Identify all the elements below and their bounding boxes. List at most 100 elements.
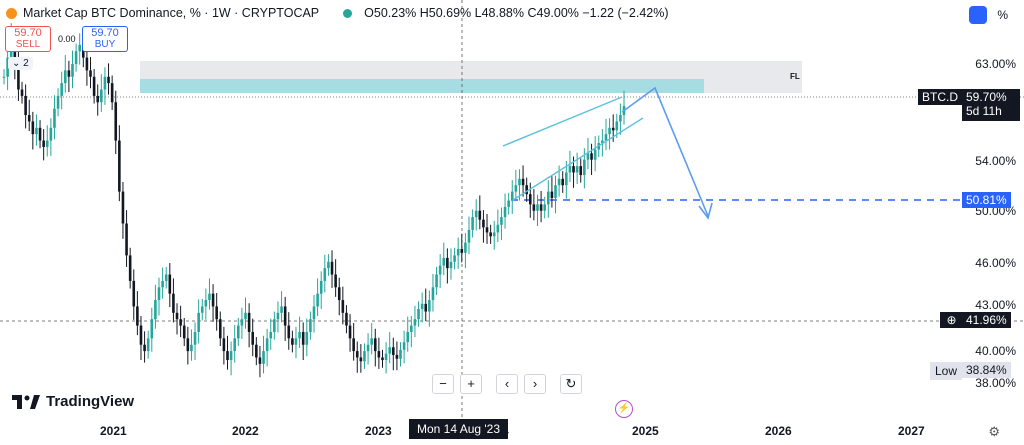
- top-right-controls: %: [969, 6, 1008, 24]
- candle-body: [464, 242, 467, 253]
- candle-body: [547, 191, 550, 205]
- candle-body: [363, 351, 366, 362]
- candle-body: [355, 351, 359, 358]
- wedge-lower-line: [512, 117, 644, 201]
- candle-body: [334, 274, 337, 288]
- reset-chart-button[interactable]: ↻: [560, 374, 582, 394]
- candle-body: [6, 57, 9, 77]
- candle-body: [255, 344, 258, 358]
- candle-body: [590, 153, 593, 160]
- level-price-tag: 50.81%: [962, 192, 1011, 208]
- candle-body: [377, 351, 381, 358]
- settings-icon[interactable]: [969, 6, 988, 24]
- add-alert-icon[interactable]: ⊕: [940, 312, 963, 328]
- candle-body: [536, 204, 539, 211]
- candle-body: [370, 338, 373, 345]
- candle-body: [557, 178, 561, 186]
- candle-body: [482, 219, 485, 228]
- candle-body: [554, 185, 557, 198]
- candle-body: [301, 331, 305, 345]
- indicator-count: 2: [23, 58, 29, 69]
- candle-body: [373, 338, 377, 352]
- candle-body: [341, 300, 345, 313]
- candle-body: [532, 204, 536, 211]
- candle-body: [298, 331, 301, 339]
- candle-body: [309, 319, 312, 332]
- zoom-out-button[interactable]: −: [432, 374, 454, 394]
- candle-body: [193, 331, 197, 345]
- zoom-toolbar: − + ‹ › ↻: [432, 374, 582, 394]
- candle-body: [128, 255, 132, 281]
- buy-button[interactable]: 59.70 BUY: [82, 26, 128, 52]
- candle-body: [24, 95, 27, 116]
- candle-body: [413, 319, 417, 326]
- candle-body: [543, 204, 546, 211]
- current-price-value: 59.70%: [966, 90, 1007, 104]
- candle-body: [273, 319, 276, 332]
- candle-body: [601, 140, 604, 144]
- candle-body: [496, 224, 500, 233]
- candle-body: [539, 204, 543, 211]
- candle-body: [431, 287, 435, 301]
- low-price-tag: 38.84%: [962, 362, 1011, 378]
- candle-body: [53, 108, 56, 128]
- indicators-toggle[interactable]: ⌄ 2: [8, 57, 33, 70]
- buy-label: BUY: [94, 39, 116, 50]
- ohlc-values: O50.23% H50.69% L48.88% C49.00% −1.22 (−…: [364, 6, 669, 20]
- tradingview-logo[interactable]: TradingView: [12, 393, 134, 410]
- candle-body: [179, 319, 182, 326]
- candle-body: [442, 257, 446, 266]
- projection-arrowhead: [698, 202, 713, 220]
- candle-body: [611, 127, 615, 131]
- scroll-forward-button[interactable]: ›: [524, 374, 546, 394]
- candle-body: [406, 331, 410, 343]
- candle-body: [323, 268, 327, 281]
- candle-body: [395, 354, 399, 359]
- candle-body: [92, 76, 96, 96]
- chevron-down-icon: ⌄: [12, 58, 24, 69]
- candle-body: [226, 351, 229, 361]
- candle-body: [337, 287, 341, 301]
- candle-body: [438, 265, 442, 275]
- x-tick: 2023: [365, 424, 392, 438]
- candle-body: [215, 306, 218, 320]
- supply-zone: [140, 79, 704, 93]
- candle-body: [222, 338, 226, 352]
- candle-body: [110, 83, 114, 103]
- candle-body: [449, 261, 453, 269]
- sell-button[interactable]: 59.70 SELL: [5, 26, 51, 52]
- candle-body: [420, 303, 424, 309]
- candle-body: [17, 64, 20, 90]
- candle-body: [456, 249, 460, 256]
- candle-body: [237, 325, 240, 339]
- candle-body: [514, 185, 518, 192]
- projection-path: [621, 86, 709, 217]
- candle-body: [291, 338, 294, 345]
- candle-body: [143, 344, 146, 352]
- candle-body: [27, 115, 31, 122]
- x-tick: 2022: [232, 424, 259, 438]
- candle-body: [103, 76, 107, 90]
- tradingview-logo-icon: [12, 394, 40, 409]
- symbol-tag: BTC.D: [918, 89, 962, 105]
- visibility-icon[interactable]: [343, 8, 353, 18]
- candle-body: [204, 300, 208, 307]
- candle-body: [2, 76, 6, 78]
- candle-body: [525, 185, 528, 195]
- zoom-in-button[interactable]: +: [460, 374, 482, 394]
- candle-body: [316, 293, 319, 307]
- candle-body: [42, 140, 45, 147]
- candle-body: [244, 312, 247, 320]
- brand-name: TradingView: [46, 393, 135, 410]
- lightning-event-icon[interactable]: ⚡: [615, 400, 633, 418]
- candle-body: [190, 344, 193, 352]
- candle-body: [294, 338, 298, 345]
- scroll-back-button[interactable]: ‹: [496, 374, 518, 394]
- candle-body: [565, 172, 568, 186]
- candle-body: [161, 280, 164, 288]
- percent-scale-toggle[interactable]: %: [997, 8, 1008, 22]
- gear-icon[interactable]: ⚙: [988, 424, 1000, 439]
- candle-body: [492, 232, 496, 237]
- y-tick: 38.00%: [975, 376, 1016, 390]
